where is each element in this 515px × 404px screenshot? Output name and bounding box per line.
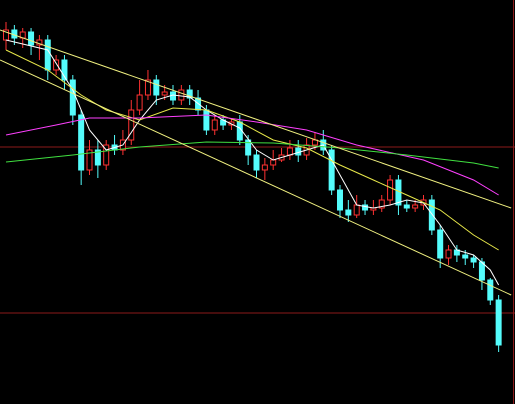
candle-body [328,149,335,191]
candle-body [153,79,160,96]
candle-body [69,79,76,116]
candle-body [245,139,252,156]
candle-body [462,254,469,259]
candle-body [144,79,151,96]
candle-body [470,257,477,263]
candle-body [378,199,385,209]
candle-body [186,89,193,99]
candle-body [103,144,110,166]
line-series [0,59,512,296]
candle-body [428,199,435,231]
candle-body [362,204,369,211]
candle-body [261,164,268,171]
line-series [5,39,500,286]
candle-body [353,204,360,216]
line-series [5,49,499,251]
candle-body [403,204,410,209]
line-series [5,114,499,196]
candle-body [94,149,101,166]
candle-body [487,279,494,301]
candle-body [387,179,394,201]
candle-body [28,31,35,46]
candle-body [445,249,452,259]
candle-body [136,94,143,111]
candle-body [412,204,419,209]
candle-body [128,109,135,141]
candle-body [178,89,185,101]
candle-body [86,149,93,171]
candle-body [253,154,260,171]
candle-body [78,114,85,171]
candle-body [53,59,60,71]
candle-body [495,299,502,346]
candle-body [437,229,444,259]
line-series [5,141,499,169]
candle-body [336,189,343,211]
candle-body [270,159,277,166]
candle-body [211,119,218,131]
line-series [0,29,512,209]
candle-body [345,209,352,216]
candle-body [44,39,51,71]
candle-body [286,147,293,156]
candle-body [203,109,210,131]
candle-body [161,91,168,96]
candle-body [61,59,68,81]
